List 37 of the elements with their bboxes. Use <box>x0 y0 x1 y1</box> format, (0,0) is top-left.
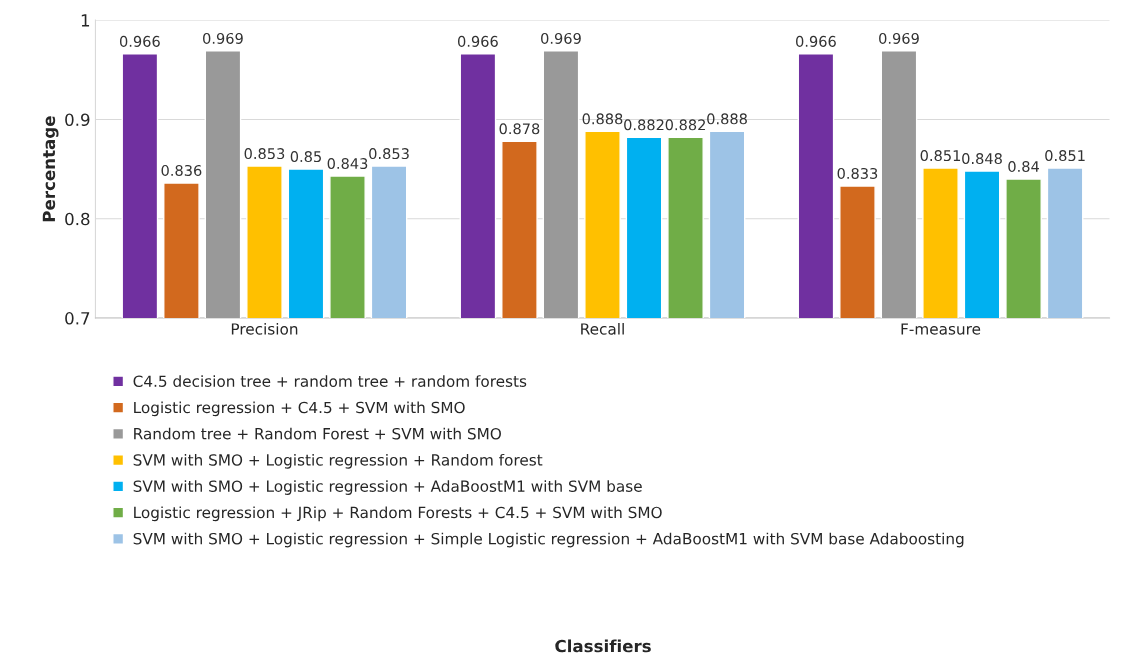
legend-label: SVM with SMO + Logistic regression + AdaBoostM1 with SVM base <box>133 480 642 495</box>
data-label: 0.882 <box>665 119 705 131</box>
legend-label: SVM with SMO + Logistic regression + Simple Logistic regression + AdaBoostM1 with SVM base Adaboosting <box>133 532 964 548</box>
data-label: 0.848 <box>962 153 1002 165</box>
data-label: 0.836 <box>161 164 202 176</box>
data-label: 0.966 <box>457 35 498 47</box>
data-label: 0.888 <box>582 113 623 125</box>
x-tick-label: F-measure <box>901 323 981 335</box>
data-label: 0.853 <box>369 148 409 160</box>
data-label: 0.969 <box>541 32 581 44</box>
data-label: 0.84 <box>1008 161 1039 173</box>
y-tick-label: 0.8 <box>65 212 90 226</box>
x-tick-label: Precision <box>231 322 298 335</box>
data-label: 0.969 <box>203 32 243 44</box>
data-label: 0.878 <box>499 123 540 135</box>
data-label: 0.833 <box>837 167 878 179</box>
y-axis-title: Percentage <box>42 116 59 222</box>
data-label: 0.888 <box>707 113 747 125</box>
legend-label: C4.5 decision tree + random tree + random forests <box>133 375 527 387</box>
data-label: 0.853 <box>244 148 285 160</box>
data-label: 0.85 <box>290 151 321 163</box>
data-label: 0.843 <box>327 158 368 170</box>
x-tick-label: Recall <box>581 322 624 335</box>
y-tick-label: 1 <box>81 14 90 27</box>
data-label: 0.851 <box>1045 150 1085 162</box>
data-label: 0.969 <box>879 32 919 44</box>
legend-label: Random tree + Random Forest + SVM with SMO <box>134 427 501 440</box>
data-label: 0.966 <box>119 35 160 47</box>
legend-label: SVM with SMO + Logistic regression + Random forest <box>133 453 543 469</box>
text: Classifiers <box>555 639 651 653</box>
legend-label: Logistic regression + JRip + Random Forests + C4.5 + SVM with SMO <box>134 506 662 522</box>
data-label: 0.966 <box>796 35 836 47</box>
y-tick-label: 0.9 <box>65 113 90 127</box>
legend-label: Logistic regression + C4.5 + SVM with SMO <box>134 401 465 417</box>
y-tick-label: 0.7 <box>65 312 90 325</box>
data-label: 0.882 <box>624 119 664 131</box>
data-label: 0.851 <box>920 150 961 162</box>
